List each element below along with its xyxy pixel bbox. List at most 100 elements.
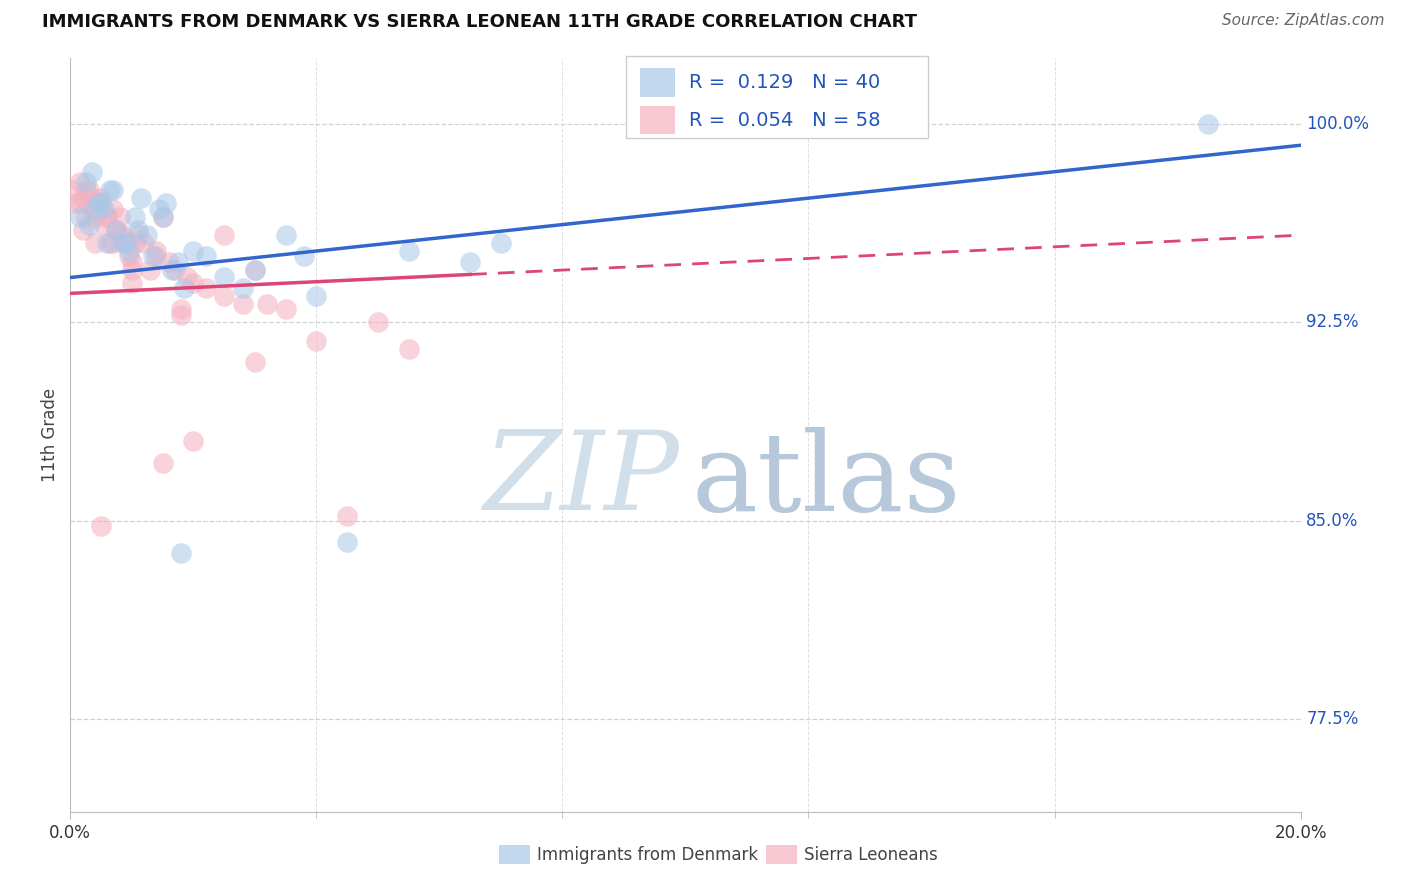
Point: [157, 254, 180, 268]
Point: [212, 228, 235, 243]
Point: [145, 244, 167, 258]
Point: [127, 228, 149, 243]
Point: [173, 281, 195, 295]
Point: [75, 183, 97, 197]
Point: [183, 244, 205, 258]
Point: [274, 228, 297, 243]
Point: [132, 236, 156, 251]
Y-axis label: 11th Grade: 11th Grade: [41, 388, 59, 482]
Point: [80, 164, 103, 178]
Point: [77, 183, 100, 197]
Text: R =  0.129   N = 40: R = 0.129 N = 40: [689, 73, 880, 92]
Point: [152, 210, 174, 224]
Point: [90, 519, 112, 533]
Point: [148, 202, 170, 216]
Point: [124, 210, 146, 224]
Point: [65, 196, 87, 211]
Point: [212, 289, 235, 303]
Point: [152, 456, 174, 470]
Point: [84, 236, 107, 251]
Point: [155, 196, 177, 211]
Point: [108, 228, 131, 243]
Point: [75, 175, 97, 189]
Point: [458, 254, 481, 268]
Point: [80, 191, 103, 205]
Point: [111, 236, 134, 251]
Point: [163, 262, 186, 277]
Point: [121, 276, 143, 290]
Point: [118, 244, 141, 258]
Point: [167, 254, 190, 268]
Point: [176, 270, 198, 285]
Point: [152, 210, 174, 224]
Point: [336, 508, 359, 523]
Point: [231, 281, 253, 295]
Point: [274, 302, 297, 317]
Point: [114, 236, 136, 251]
Point: [336, 535, 359, 549]
Text: Source: ZipAtlas.com: Source: ZipAtlas.com: [1222, 13, 1385, 29]
Point: [87, 196, 110, 211]
Point: [127, 223, 149, 237]
Text: R =  0.054   N = 58: R = 0.054 N = 58: [689, 111, 880, 129]
Point: [183, 276, 205, 290]
Point: [129, 191, 152, 205]
Point: [142, 249, 165, 263]
Point: [367, 315, 389, 329]
Text: atlas: atlas: [692, 426, 962, 533]
Point: [72, 191, 94, 205]
Point: [108, 210, 131, 224]
Point: [93, 218, 115, 232]
Text: 92.5%: 92.5%: [1306, 313, 1358, 332]
Point: [69, 210, 91, 224]
Point: [170, 302, 193, 317]
Point: [84, 202, 107, 216]
Point: [124, 236, 146, 251]
Point: [305, 289, 328, 303]
Point: [103, 202, 125, 216]
Point: [93, 202, 115, 216]
Point: [96, 210, 118, 224]
Point: [103, 236, 125, 251]
Point: [105, 223, 128, 237]
Point: [1197, 117, 1219, 131]
Point: [160, 262, 183, 277]
Text: Immigrants from Denmark: Immigrants from Denmark: [537, 846, 758, 863]
Point: [243, 355, 266, 369]
Point: [80, 202, 103, 216]
Point: [87, 196, 110, 211]
Point: [170, 308, 193, 322]
Point: [231, 297, 253, 311]
Point: [118, 249, 141, 263]
Point: [145, 249, 167, 263]
Point: [77, 218, 100, 232]
Point: [105, 223, 128, 237]
Text: 77.5%: 77.5%: [1306, 710, 1358, 728]
Text: ZIP: ZIP: [484, 426, 679, 533]
Point: [62, 183, 84, 197]
Point: [398, 342, 420, 356]
Text: IMMIGRANTS FROM DENMARK VS SIERRA LEONEAN 11TH GRADE CORRELATION CHART: IMMIGRANTS FROM DENMARK VS SIERRA LEONEA…: [42, 13, 917, 31]
Point: [136, 228, 159, 243]
Text: Sierra Leoneans: Sierra Leoneans: [804, 846, 938, 863]
Point: [121, 262, 143, 277]
Point: [72, 223, 94, 237]
Point: [69, 196, 91, 211]
Point: [90, 191, 112, 205]
Point: [292, 249, 315, 263]
Point: [96, 236, 118, 251]
Point: [96, 210, 118, 224]
Point: [194, 281, 217, 295]
Text: 85.0%: 85.0%: [1306, 512, 1358, 530]
Point: [75, 210, 97, 224]
Point: [305, 334, 328, 348]
Point: [398, 244, 420, 258]
Point: [139, 262, 162, 277]
Point: [256, 297, 278, 311]
Point: [98, 183, 121, 197]
Point: [170, 545, 193, 559]
Point: [183, 434, 205, 449]
Point: [111, 228, 134, 243]
Point: [69, 175, 91, 189]
Point: [212, 270, 235, 285]
